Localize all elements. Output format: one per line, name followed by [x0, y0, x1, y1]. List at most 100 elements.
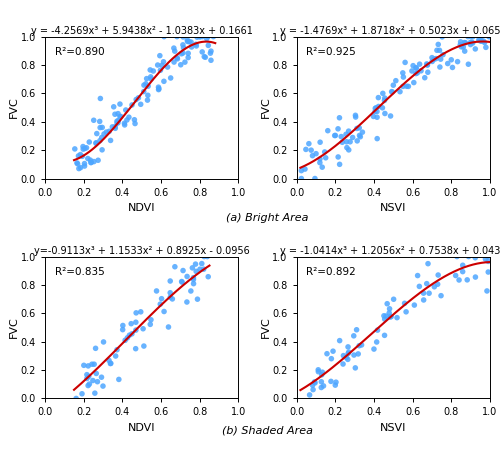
Point — [92, 345, 100, 352]
Point — [128, 101, 136, 109]
Point — [370, 113, 378, 120]
Point — [468, 39, 476, 47]
Point — [408, 67, 416, 75]
Point — [381, 94, 389, 102]
Point — [318, 384, 326, 391]
Point — [298, 175, 306, 182]
Point — [146, 66, 154, 74]
Point — [111, 123, 119, 130]
Point — [422, 280, 430, 287]
Point — [460, 48, 468, 55]
Point — [100, 131, 108, 138]
Point — [467, 33, 475, 40]
Point — [466, 39, 474, 46]
Point — [340, 352, 347, 359]
Point — [436, 47, 444, 54]
Point — [332, 378, 340, 386]
Point — [206, 49, 214, 57]
Point — [121, 337, 129, 344]
Point — [356, 133, 364, 141]
Point — [434, 281, 442, 288]
Point — [486, 33, 494, 40]
Point — [379, 90, 387, 97]
Point — [134, 94, 142, 102]
Point — [456, 38, 464, 45]
Point — [74, 152, 82, 159]
Point — [477, 38, 485, 45]
Point — [112, 125, 120, 132]
Point — [373, 114, 381, 121]
Point — [374, 94, 382, 101]
Point — [112, 352, 120, 360]
Point — [353, 125, 361, 132]
Point — [336, 161, 344, 168]
Point — [81, 145, 89, 152]
Point — [311, 175, 319, 182]
Point — [337, 133, 345, 140]
Point — [393, 314, 401, 322]
Point — [342, 354, 350, 361]
Point — [472, 273, 480, 281]
Point — [344, 343, 352, 350]
Point — [463, 276, 471, 284]
Point — [90, 360, 98, 368]
Point — [90, 158, 98, 165]
Y-axis label: FVC: FVC — [260, 97, 270, 119]
Point — [460, 43, 468, 50]
Point — [344, 127, 352, 135]
Point — [309, 386, 317, 393]
Point — [311, 379, 319, 387]
Point — [127, 320, 135, 327]
Point — [420, 296, 428, 304]
Point — [327, 378, 335, 385]
Point — [196, 33, 204, 40]
Point — [430, 283, 438, 290]
Point — [452, 272, 460, 279]
Point — [324, 127, 332, 134]
Point — [86, 138, 94, 146]
Y-axis label: FVC: FVC — [9, 97, 19, 119]
Point — [434, 271, 442, 278]
Point — [118, 326, 126, 333]
Point — [460, 39, 468, 46]
Point — [444, 60, 452, 67]
Point — [96, 118, 104, 125]
Point — [323, 350, 331, 357]
Point — [378, 104, 386, 111]
Point — [76, 164, 84, 171]
Point — [102, 128, 110, 136]
Text: R²=0.892: R²=0.892 — [306, 267, 356, 277]
Point — [414, 272, 422, 279]
Point — [72, 395, 80, 402]
Point — [140, 343, 148, 350]
Point — [314, 368, 322, 376]
Point — [424, 61, 432, 68]
Point — [202, 35, 210, 42]
Point — [82, 144, 90, 152]
Point — [190, 276, 198, 283]
Point — [334, 125, 342, 132]
Point — [464, 33, 472, 40]
Point — [380, 312, 388, 319]
Point — [78, 153, 86, 160]
Point — [385, 309, 393, 316]
Point — [113, 346, 121, 354]
Point — [188, 44, 196, 51]
Point — [73, 159, 81, 167]
Point — [174, 55, 182, 62]
Point — [94, 378, 102, 385]
Point — [131, 120, 139, 127]
Point — [320, 148, 328, 156]
X-axis label: NSVI: NSVI — [380, 203, 406, 213]
Point — [154, 61, 162, 69]
Point — [484, 268, 492, 276]
Point — [114, 117, 122, 124]
Point — [114, 110, 122, 117]
Point — [92, 140, 100, 147]
Point — [125, 114, 133, 121]
Point — [183, 273, 191, 280]
Point — [372, 338, 380, 346]
Point — [454, 58, 462, 65]
Point — [194, 295, 202, 303]
Point — [390, 295, 398, 303]
